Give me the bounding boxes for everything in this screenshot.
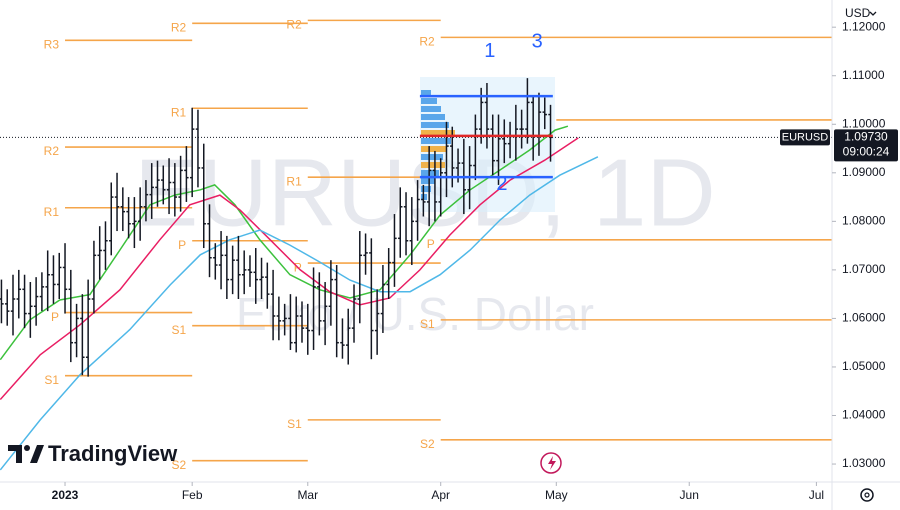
pivot-label: P bbox=[178, 238, 186, 252]
profile-bar bbox=[421, 146, 447, 152]
moving-average bbox=[0, 125, 569, 361]
symbol-label: EURUSD bbox=[782, 131, 829, 143]
price-badge bbox=[834, 129, 898, 162]
profile-bar bbox=[421, 90, 431, 96]
profile-bar bbox=[421, 154, 443, 160]
annotation: 3 bbox=[532, 31, 543, 53]
profile-bar bbox=[421, 98, 437, 104]
pivot-label: R2 bbox=[44, 144, 60, 158]
pivot-label: S1 bbox=[420, 317, 435, 331]
y-tick-label: 1.12000 bbox=[842, 19, 886, 33]
profile-bar bbox=[421, 138, 451, 144]
y-tick-label: 1.11000 bbox=[842, 68, 885, 82]
x-tick-label: Jun bbox=[680, 488, 699, 502]
profile-bar bbox=[421, 122, 449, 128]
profile-bar bbox=[421, 106, 441, 112]
pivot-label: R3 bbox=[44, 37, 60, 51]
annotation: 2 bbox=[496, 173, 507, 195]
pivot-label: S1 bbox=[171, 323, 186, 337]
pivot-label: R1 bbox=[286, 174, 302, 188]
y-tick-label: 1.09000 bbox=[842, 165, 886, 179]
profile-bar bbox=[421, 170, 439, 176]
pivot-label: S1 bbox=[44, 373, 59, 387]
logo-text: TradingView bbox=[48, 441, 178, 466]
profile-bar bbox=[421, 162, 445, 168]
y-tick-label: 1.07000 bbox=[842, 262, 886, 276]
x-tick-label: Feb bbox=[182, 488, 203, 502]
gear-center[interactable] bbox=[864, 492, 870, 498]
pivot-label: R2 bbox=[286, 18, 302, 32]
pivot-label: S1 bbox=[287, 417, 302, 431]
y-tick-label: 1.08000 bbox=[842, 214, 886, 228]
x-tick-label: Apr bbox=[431, 488, 450, 502]
y-tick-label: 1.05000 bbox=[842, 359, 886, 373]
moving-average bbox=[0, 156, 599, 471]
profile-bar bbox=[421, 178, 435, 184]
logo-mark bbox=[30, 445, 44, 463]
y-tick-label: 1.06000 bbox=[842, 311, 886, 325]
x-tick-label: Mar bbox=[297, 488, 318, 502]
moving-average bbox=[0, 137, 579, 400]
price-label: 1.09730 bbox=[844, 130, 888, 144]
profile-bar bbox=[421, 186, 431, 192]
countdown-label: 09:00:24 bbox=[843, 145, 890, 159]
profile-bar bbox=[421, 130, 455, 136]
pivot-label: P bbox=[51, 310, 59, 324]
pivot-label: R1 bbox=[44, 205, 60, 219]
y-tick-label: 1.04000 bbox=[842, 408, 886, 422]
logo-mark bbox=[8, 445, 22, 463]
pivot-label: R2 bbox=[419, 35, 435, 49]
x-tick-label: 2023 bbox=[52, 488, 79, 502]
symbol-badge bbox=[780, 129, 830, 146]
annotation: 1 bbox=[484, 40, 495, 62]
pivot-label: S2 bbox=[420, 437, 435, 451]
pivot-label: P bbox=[427, 237, 435, 251]
pivot-label: R1 bbox=[171, 105, 187, 119]
y-tick-label: 1.10000 bbox=[842, 116, 886, 130]
profile-bar bbox=[421, 114, 445, 120]
currency-label[interactable]: USD bbox=[845, 6, 871, 20]
settings-icon[interactable] bbox=[860, 488, 874, 502]
logo: TradingView bbox=[8, 441, 178, 466]
gear[interactable] bbox=[860, 488, 874, 502]
logo-mark bbox=[24, 445, 30, 451]
currency-caret[interactable] bbox=[869, 11, 877, 16]
pivot-label: S2 bbox=[171, 458, 186, 472]
events-icon[interactable] bbox=[540, 452, 562, 474]
y-tick-label: 1.03000 bbox=[842, 456, 886, 470]
x-tick-label: May bbox=[545, 488, 568, 502]
events-icon-bolt[interactable] bbox=[548, 456, 556, 470]
pivot-label: R2 bbox=[171, 20, 187, 34]
x-tick-label: Jul bbox=[809, 488, 824, 502]
